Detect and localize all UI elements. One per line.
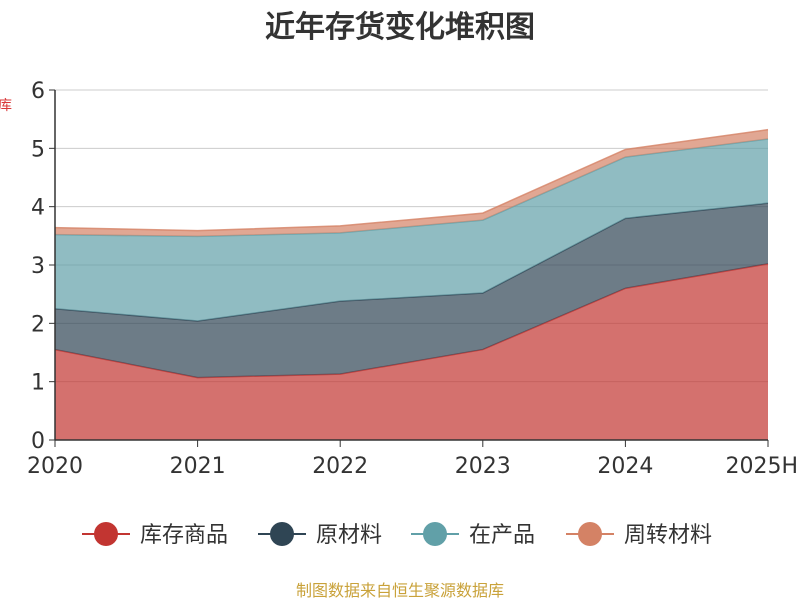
x-tick-label: 2021 [170,454,226,479]
x-tick-label: 2023 [455,454,511,479]
source-note: 制图数据来自恒生聚源数据库 [296,581,504,600]
x-tick-label: 2025H [725,454,798,479]
y-axis-label-fragment: 库 [0,98,12,114]
legend-label: 在产品 [469,523,535,548]
legend[interactable]: 库存商品 原材料 在产品 周转材料 [82,522,712,548]
y-tick-label: 3 [31,254,45,279]
y-tick-label: 1 [31,371,45,396]
series-line-3 [54,128,769,232]
legend-item-1[interactable]: 原材料 [258,522,382,548]
legend-label: 库存商品 [140,523,228,548]
series-areas [54,128,769,440]
legend-item-2[interactable]: 在产品 [411,522,535,548]
series-area-0 [55,263,768,440]
y-tick-label: 4 [31,196,45,221]
y-tick-label: 6 [31,79,45,104]
x-tick-labels: 2020 2021 2022 2023 2024 2025H [27,440,798,479]
x-tick-label: 2020 [27,454,83,479]
legend-marker [423,522,447,546]
legend-marker [578,522,602,546]
legend-marker [270,522,294,546]
y-tick-label: 0 [31,429,45,454]
legend-label: 原材料 [316,523,382,548]
y-tick-label: 2 [31,312,45,337]
series-area-2 [55,139,768,321]
series-area-1 [55,203,768,378]
y-tick-labels: 0 1 2 3 4 5 6 [31,79,55,454]
legend-item-0[interactable]: 库存商品 [82,522,228,548]
x-tick-label: 2024 [597,454,653,479]
chart-title: 近年存货变化堆积图 [265,10,535,45]
x-tick-label: 2022 [312,454,368,479]
series-area-3 [55,129,768,237]
y-tick-label: 5 [31,137,45,162]
legend-item-3[interactable]: 周转材料 [566,522,712,548]
legend-label: 周转材料 [624,523,712,548]
legend-marker [94,522,118,546]
